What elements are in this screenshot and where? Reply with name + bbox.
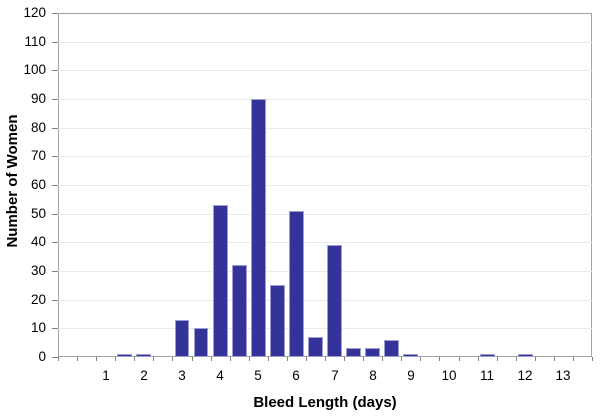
x-tick-label: 1	[102, 368, 110, 383]
y-gridline	[58, 69, 592, 71]
x-axis-tick	[172, 357, 173, 361]
y-tick-label: 40	[30, 234, 46, 249]
x-axis-tick	[439, 357, 440, 361]
x-tick-label: 5	[254, 368, 262, 383]
y-axis-tick	[52, 214, 58, 215]
x-tick-label: 6	[292, 368, 300, 383]
bar	[269, 285, 285, 357]
x-axis-tick	[459, 357, 460, 361]
x-axis-title: Bleed Length (days)	[253, 394, 397, 411]
y-axis-tick	[52, 13, 58, 14]
x-axis-tick	[153, 357, 154, 361]
y-axis-tick	[52, 156, 58, 157]
x-tick-label: 10	[441, 368, 457, 383]
y-axis-tick	[52, 300, 58, 301]
y-gridline	[58, 41, 592, 43]
y-tick-label: 20	[30, 292, 46, 307]
x-axis-tick	[478, 357, 479, 361]
y-axis-tick	[52, 242, 58, 243]
x-axis-tick	[306, 357, 307, 361]
bar	[517, 354, 533, 357]
bar	[212, 205, 228, 357]
bar	[479, 354, 495, 357]
x-axis-tick	[401, 357, 402, 361]
y-gridline	[58, 184, 592, 186]
y-gridline	[58, 270, 592, 272]
x-tick-label: 8	[369, 368, 377, 383]
y-gridline	[58, 241, 592, 243]
y-tick-label: 70	[30, 148, 46, 163]
x-tick-label: 3	[178, 368, 186, 383]
x-axis-tick	[77, 357, 78, 361]
y-gridline	[58, 98, 592, 100]
bar	[384, 339, 400, 357]
x-axis-tick	[420, 357, 421, 361]
x-axis-tick	[363, 357, 364, 361]
y-gridline	[58, 299, 592, 301]
bar	[289, 210, 304, 357]
x-tick-label: 11	[479, 368, 494, 383]
y-tick-label: 30	[30, 263, 46, 278]
bar	[346, 348, 362, 357]
x-axis-tick	[592, 357, 593, 361]
x-tick-label: 7	[331, 368, 339, 383]
bar	[365, 348, 381, 357]
y-gridline	[58, 127, 592, 129]
y-axis-tick	[52, 128, 58, 129]
y-tick-label: 60	[30, 177, 46, 192]
bar	[136, 354, 152, 357]
y-axis-tick	[52, 357, 58, 358]
x-axis-tick	[58, 357, 59, 361]
y-tick-label: 10	[30, 320, 46, 335]
x-axis-tick	[268, 357, 269, 361]
x-axis-tick	[497, 357, 498, 361]
x-axis-tick	[516, 357, 517, 361]
y-axis-tick	[52, 271, 58, 272]
bar	[250, 99, 266, 357]
bar	[193, 328, 209, 357]
x-axis-tick	[554, 357, 555, 361]
y-gridline	[58, 213, 592, 215]
y-tick-label: 120	[23, 5, 46, 20]
x-axis-tick	[287, 357, 288, 361]
bar	[231, 265, 247, 357]
x-axis-tick	[535, 357, 536, 361]
x-axis-tick	[211, 357, 212, 361]
y-tick-label: 0	[38, 349, 46, 364]
bar	[308, 336, 323, 357]
bar	[117, 354, 133, 357]
y-tick-label: 110	[24, 34, 46, 49]
y-tick-label: 80	[30, 120, 46, 135]
x-tick-label: 12	[517, 368, 533, 383]
y-axis-tick	[52, 42, 58, 43]
x-axis-tick	[325, 357, 326, 361]
y-gridline	[58, 155, 592, 157]
x-axis-tick	[134, 357, 135, 361]
x-axis-tick	[192, 357, 193, 361]
x-tick-label: 13	[555, 368, 571, 383]
bar	[403, 354, 419, 357]
x-tick-label: 2	[140, 368, 148, 383]
y-tick-label: 90	[30, 91, 46, 106]
x-axis-tick	[344, 357, 345, 361]
x-axis-tick	[249, 357, 250, 361]
y-axis-tick	[52, 70, 58, 71]
x-axis-tick	[96, 357, 97, 361]
y-gridline	[58, 327, 592, 329]
bar	[327, 245, 342, 357]
y-axis-tick	[52, 99, 58, 100]
y-tick-label: 50	[30, 206, 46, 221]
x-axis-tick	[573, 357, 574, 361]
y-axis-tick	[52, 328, 58, 329]
x-tick-label: 4	[216, 368, 224, 383]
x-axis-tick	[382, 357, 383, 361]
x-axis-tick	[230, 357, 231, 361]
y-tick-label: 100	[23, 62, 46, 77]
x-axis-tick	[115, 357, 116, 361]
bar	[174, 319, 190, 357]
y-axis-tick	[52, 185, 58, 186]
x-tick-label: 9	[407, 368, 415, 383]
